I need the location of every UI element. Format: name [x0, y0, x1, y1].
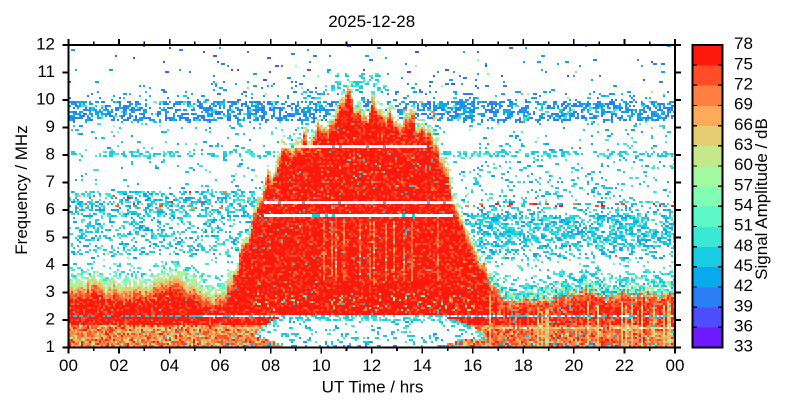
- svg-text:Signal Amplitude / dB: Signal Amplitude / dB: [752, 118, 771, 280]
- svg-text:00: 00: [59, 356, 78, 375]
- svg-text:2: 2: [46, 309, 55, 328]
- svg-text:42: 42: [734, 276, 753, 295]
- svg-text:22: 22: [615, 356, 634, 375]
- svg-text:39: 39: [734, 296, 753, 315]
- svg-text:08: 08: [261, 356, 280, 375]
- svg-text:Frequency / MHz: Frequency / MHz: [12, 125, 31, 254]
- svg-text:33: 33: [734, 337, 753, 356]
- svg-text:75: 75: [734, 54, 753, 73]
- svg-text:7: 7: [46, 172, 55, 191]
- svg-text:18: 18: [514, 356, 533, 375]
- svg-text:36: 36: [734, 317, 753, 336]
- svg-text:20: 20: [564, 356, 583, 375]
- svg-text:60: 60: [734, 155, 753, 174]
- svg-text:9: 9: [46, 117, 55, 136]
- svg-text:11: 11: [37, 62, 55, 81]
- svg-text:63: 63: [734, 135, 753, 154]
- svg-text:66: 66: [734, 115, 753, 134]
- svg-text:06: 06: [211, 356, 230, 375]
- svg-text:3: 3: [46, 282, 55, 301]
- svg-text:4: 4: [46, 254, 55, 273]
- svg-text:69: 69: [734, 95, 753, 114]
- svg-text:12: 12: [362, 356, 381, 375]
- svg-text:78: 78: [734, 34, 753, 53]
- svg-text:02: 02: [110, 356, 129, 375]
- svg-text:72: 72: [734, 75, 753, 94]
- svg-text:04: 04: [160, 356, 179, 375]
- svg-text:48: 48: [734, 236, 753, 255]
- svg-text:45: 45: [734, 256, 753, 275]
- svg-text:6: 6: [46, 199, 55, 218]
- svg-text:51: 51: [734, 216, 753, 235]
- svg-text:2025-12-28: 2025-12-28: [328, 12, 415, 31]
- svg-text:57: 57: [734, 175, 753, 194]
- svg-text:1: 1: [46, 337, 55, 356]
- svg-text:10: 10: [312, 356, 331, 375]
- svg-text:UT Time / hrs: UT Time / hrs: [322, 378, 424, 397]
- svg-text:00: 00: [666, 356, 685, 375]
- svg-text:16: 16: [463, 356, 482, 375]
- svg-text:10: 10: [36, 89, 55, 108]
- svg-text:54: 54: [734, 196, 753, 215]
- svg-text:12: 12: [36, 34, 55, 53]
- svg-text:5: 5: [46, 227, 55, 246]
- svg-text:14: 14: [413, 356, 432, 375]
- svg-text:8: 8: [46, 144, 55, 163]
